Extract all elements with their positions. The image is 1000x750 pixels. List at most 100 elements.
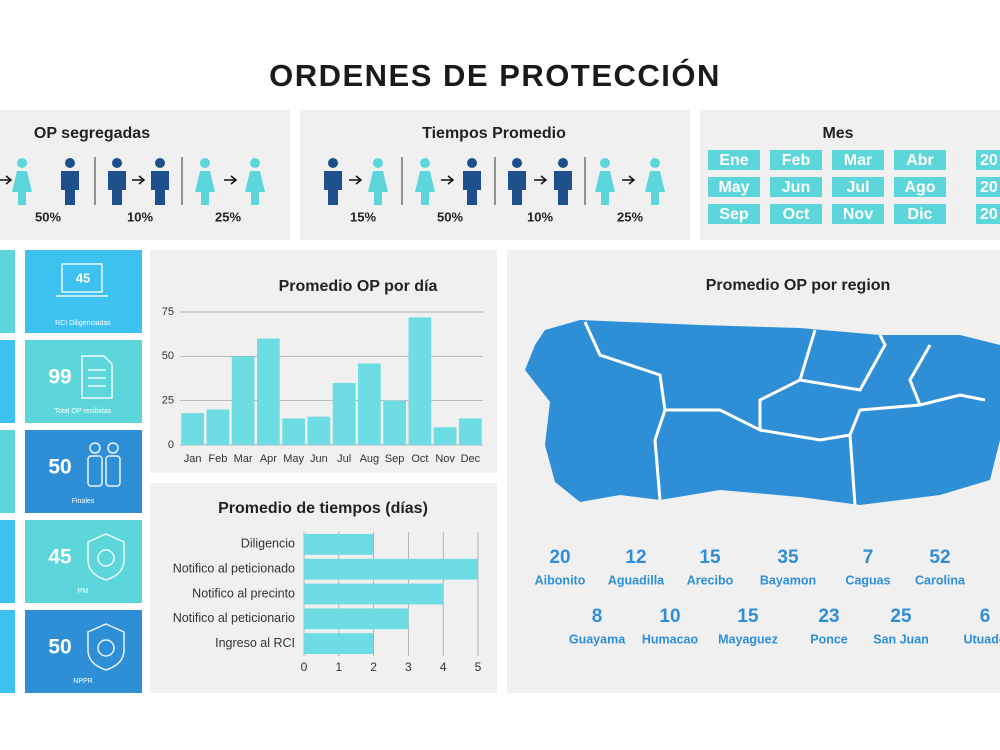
month-button[interactable] bbox=[832, 177, 884, 197]
kpi-icon bbox=[81, 355, 113, 399]
page-title: ORDENES DE PROTECCIÓN bbox=[269, 57, 721, 93]
year-label[interactable]: 20 bbox=[980, 179, 998, 196]
month-button[interactable] bbox=[832, 204, 884, 224]
x-tick-label: Jun bbox=[310, 453, 328, 465]
region-name: Bayamon bbox=[760, 573, 816, 587]
region-value: 20 bbox=[549, 547, 570, 568]
region-name: Ponce bbox=[810, 632, 848, 646]
kpi-label: PM bbox=[78, 588, 89, 595]
tile bbox=[0, 430, 15, 513]
region-value: 7 bbox=[863, 547, 874, 568]
icon-head bbox=[250, 158, 260, 168]
percentage: 25% bbox=[215, 209, 241, 224]
region-value: 12 bbox=[625, 547, 646, 568]
month-button[interactable] bbox=[708, 150, 760, 170]
month-label[interactable]: Oct bbox=[783, 206, 810, 223]
kpi-label: Total OP recibidas bbox=[55, 408, 112, 415]
month-button[interactable] bbox=[894, 204, 946, 224]
x-tick-label: Jul bbox=[337, 453, 351, 465]
region-name: San Juan bbox=[873, 632, 929, 646]
x-tick-label: Apr bbox=[260, 453, 277, 465]
kpi-value: 50 bbox=[48, 636, 71, 659]
month-button[interactable] bbox=[708, 177, 760, 197]
kpi-icon bbox=[97, 549, 115, 567]
region-name: Mayaguez bbox=[718, 632, 778, 646]
region-name: Caguas bbox=[845, 573, 890, 587]
x-tick-label: Nov bbox=[435, 453, 455, 465]
x-tick-label: 1 bbox=[335, 660, 342, 674]
month-button[interactable] bbox=[894, 177, 946, 197]
icon-head bbox=[328, 158, 338, 168]
region-value: 10 bbox=[659, 606, 680, 627]
month-label[interactable]: Dic bbox=[908, 206, 933, 223]
bar bbox=[304, 533, 374, 555]
percentage: 50% bbox=[437, 209, 463, 224]
chart-title: Promedio de tiempos (días) bbox=[218, 500, 428, 517]
bar bbox=[282, 418, 305, 445]
icon-body bbox=[151, 171, 169, 205]
year-button[interactable] bbox=[976, 204, 1000, 224]
icon-body bbox=[415, 171, 435, 205]
bar bbox=[459, 418, 482, 445]
month-button[interactable] bbox=[708, 204, 760, 224]
year-label[interactable]: 20 bbox=[980, 206, 998, 223]
kpi-tile bbox=[25, 520, 142, 603]
tile bbox=[0, 610, 15, 693]
icon-body bbox=[554, 171, 572, 205]
panel-title: OP segregadas bbox=[34, 125, 150, 142]
month-label[interactable]: Jun bbox=[782, 179, 810, 196]
month-label[interactable]: May bbox=[718, 179, 749, 196]
icon-head bbox=[600, 158, 610, 168]
kpi-icon bbox=[87, 623, 125, 671]
month-label[interactable]: Abr bbox=[906, 152, 934, 169]
month-label[interactable]: Sep bbox=[719, 206, 749, 223]
month-button[interactable] bbox=[894, 150, 946, 170]
icon-head bbox=[17, 158, 27, 168]
month-button[interactable] bbox=[770, 177, 822, 197]
x-tick-label: Jan bbox=[184, 453, 202, 465]
female-icon bbox=[195, 158, 215, 205]
male-icon bbox=[463, 158, 481, 205]
month-label[interactable]: Ene bbox=[719, 152, 748, 169]
icon-head bbox=[373, 158, 383, 168]
region-name: Carolina bbox=[915, 573, 966, 587]
month-label[interactable]: Jul bbox=[846, 179, 869, 196]
tile bbox=[0, 250, 15, 333]
icon-head bbox=[467, 158, 477, 168]
x-tick-label: 2 bbox=[370, 660, 377, 674]
y-tick-label: Ingreso al RCI bbox=[215, 636, 295, 650]
month-label[interactable]: Ago bbox=[904, 179, 935, 196]
kpi-icon bbox=[97, 639, 115, 657]
month-label[interactable]: Mar bbox=[844, 152, 872, 169]
month-button[interactable] bbox=[832, 150, 884, 170]
month-button[interactable] bbox=[770, 150, 822, 170]
month-label[interactable]: Nov bbox=[843, 206, 873, 223]
x-tick-label: Dec bbox=[461, 453, 481, 465]
icon-head bbox=[512, 158, 522, 168]
month-label[interactable]: Feb bbox=[782, 152, 811, 169]
x-tick-label: Feb bbox=[208, 453, 227, 465]
x-tick-label: Mar bbox=[234, 453, 253, 465]
icon-head bbox=[65, 158, 75, 168]
kpi-tile bbox=[25, 340, 142, 423]
year-button[interactable] bbox=[976, 150, 1000, 170]
region-value: 23 bbox=[818, 606, 839, 627]
icon-head bbox=[155, 158, 165, 168]
y-tick-label: Notifico al peticionario bbox=[173, 611, 295, 625]
region-value: 6 bbox=[980, 606, 991, 627]
bar bbox=[358, 363, 381, 445]
x-tick-label: 4 bbox=[440, 660, 447, 674]
icon-body bbox=[195, 171, 215, 205]
y-tick-label: 25 bbox=[162, 395, 174, 407]
kpi-icon bbox=[89, 442, 101, 454]
male-icon bbox=[108, 158, 126, 205]
year-label[interactable]: 20 bbox=[980, 152, 998, 169]
percentage: 10% bbox=[127, 209, 153, 224]
bar bbox=[408, 317, 432, 445]
icon-head bbox=[558, 158, 568, 168]
kpi-value: 45 bbox=[76, 270, 90, 285]
month-button[interactable] bbox=[770, 204, 822, 224]
icon-body bbox=[12, 171, 32, 205]
year-button[interactable] bbox=[976, 177, 1000, 197]
female-icon bbox=[245, 158, 265, 205]
